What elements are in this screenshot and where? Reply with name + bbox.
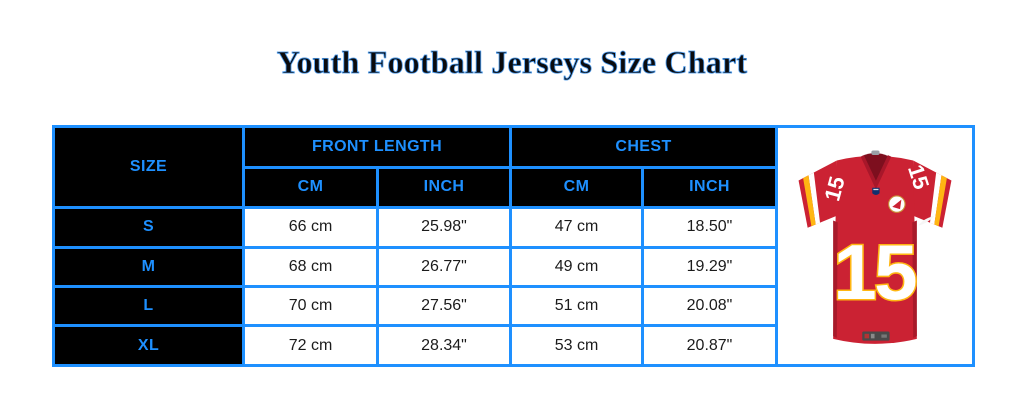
subheader-chest-cm: CM <box>509 165 644 210</box>
cell-xl-chest-inch: 20.87" <box>640 324 779 367</box>
hanger-loop <box>871 150 880 155</box>
table-row-s: S 66 cm 25.98" 47 cm 18.50" <box>52 206 974 249</box>
jersey-neck-opening <box>862 153 888 185</box>
row-label-s: S <box>52 206 245 249</box>
cell-s-front-length-inch: 25.98" <box>376 206 512 249</box>
jersey-chest-number: 15 <box>833 228 916 316</box>
cell-l-front-length-inch: 27.56" <box>376 284 512 328</box>
sleeve-stripe-white <box>929 172 942 225</box>
jersey-left-sleeve <box>798 160 839 228</box>
sleeve-stripe-gold <box>934 175 947 227</box>
cell-xl-front-length-cm: 72 cm <box>242 324 379 367</box>
jock-tag <box>862 331 890 341</box>
subheader-front-length-cm: CM <box>242 165 379 210</box>
cell-m-front-length-inch: 26.77" <box>376 245 512 289</box>
cell-s-chest-inch: 18.50" <box>640 206 779 249</box>
page-title: Youth Football Jerseys Size Chart <box>276 44 748 81</box>
header-chest: CHEST <box>508 125 779 169</box>
jersey-collar-trim <box>860 155 892 190</box>
cell-m-chest-inch: 19.29" <box>640 245 779 289</box>
cell-m-front-length-cm: 68 cm <box>242 245 379 289</box>
cell-l-front-length-cm: 70 cm <box>242 284 379 328</box>
row-label-m: M <box>52 245 245 289</box>
table-row-m: M 68 cm 26.77" 49 cm 19.29" <box>52 245 974 289</box>
cell-xl-chest-cm: 53 cm <box>509 324 644 367</box>
jersey-side-shade <box>833 220 838 338</box>
cell-xl-front-length-inch: 28.34" <box>376 324 512 367</box>
size-chart-table: SIZE FRONT LENGTH CHEST <box>52 124 976 367</box>
cell-l-chest-cm: 51 cm <box>509 284 644 328</box>
jersey-illustration: 15 15 15 <box>798 150 952 344</box>
team-patch-icon <box>888 195 906 213</box>
table-row-l: L 70 cm 27.56" 51 cm 20.08" <box>52 284 974 328</box>
cell-s-front-length-cm: 66 cm <box>242 206 379 249</box>
cell-s-chest-cm: 47 cm <box>509 206 644 249</box>
jersey-image: 15 15 15 <box>778 128 972 364</box>
header-size: SIZE <box>52 124 245 210</box>
jersey-side-shade <box>912 220 917 338</box>
nfl-shield-icon <box>872 187 880 196</box>
sleeve-stripe-gold <box>803 175 816 227</box>
table-row-xl: XL 72 cm 28.34" 53 cm 20.87" <box>52 324 974 367</box>
sleeve-stripe-white <box>808 172 821 225</box>
row-label-xl: XL <box>52 324 245 367</box>
jersey-right-sleeve <box>911 160 952 228</box>
cell-l-chest-inch: 20.08" <box>640 284 779 328</box>
jersey-product-cell: 15 15 15 <box>775 125 976 367</box>
nike-swoosh-icon <box>918 215 935 226</box>
subheader-chest-inch: INCH <box>640 165 779 210</box>
cell-m-chest-cm: 49 cm <box>509 245 644 289</box>
row-label-l: L <box>52 284 245 328</box>
header-front-length: FRONT LENGTH <box>242 125 512 169</box>
subheader-front-length-inch: INCH <box>376 165 512 210</box>
